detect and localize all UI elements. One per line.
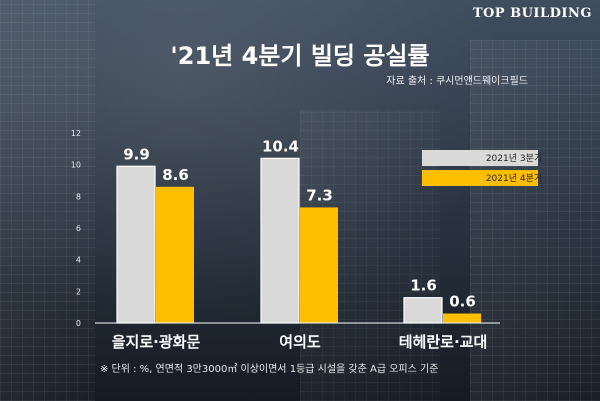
y-tick-label: 8 <box>76 192 81 201</box>
y-tick-label: 0 <box>76 319 81 328</box>
data-label: 10.4 <box>262 137 299 155</box>
legend-swatch <box>422 170 538 186</box>
bar <box>403 297 443 324</box>
y-tick-label: 12 <box>71 129 81 138</box>
chart-title: '21년 4분기 빌딩 공실률 <box>170 42 430 70</box>
bar <box>116 165 156 324</box>
building-right <box>470 40 600 401</box>
bar <box>260 157 300 324</box>
y-tick-label: 6 <box>76 224 81 233</box>
category-label: 여의도 <box>279 333 321 351</box>
data-label: 0.6 <box>449 293 476 311</box>
bar <box>300 207 338 323</box>
category-label: 을지로·광화문 <box>112 333 201 351</box>
y-tick-label: 10 <box>71 161 81 170</box>
data-label: 9.9 <box>123 145 150 163</box>
y-tick-label: 2 <box>76 287 81 296</box>
bar <box>443 313 481 323</box>
legend-entry: 2021년 3분기 <box>486 153 542 164</box>
brand-logo: TOP BUILDING <box>473 6 592 21</box>
legend-swatch <box>422 150 538 166</box>
building-left <box>0 0 95 401</box>
data-label: 7.3 <box>306 186 333 204</box>
unit-footnote: ※ 단위 : %, 연면적 3만3000㎡ 이상이면서 1등급 시설을 갖춘 A… <box>100 364 439 375</box>
legend-entry: 2021년 4분기 <box>486 173 542 184</box>
data-label: 8.6 <box>162 166 189 184</box>
bar <box>156 186 194 323</box>
category-label: 테헤란로·교대 <box>399 333 488 351</box>
y-tick-label: 4 <box>76 256 81 265</box>
data-label: 1.6 <box>410 277 437 295</box>
source-note: 자료 출처 : 쿠시먼앤드웨이크필드 <box>386 76 528 87</box>
logo-text: TOP BUILDING <box>472 6 592 21</box>
